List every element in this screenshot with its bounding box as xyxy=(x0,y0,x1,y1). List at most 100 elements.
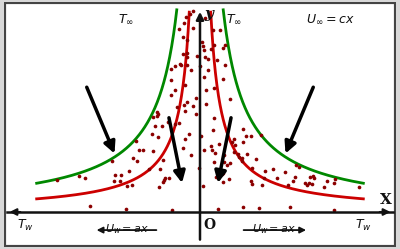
Point xyxy=(209,148,215,152)
Point xyxy=(183,15,190,19)
Text: $T_{\infty}$: $T_{\infty}$ xyxy=(118,13,134,26)
Point xyxy=(117,179,124,183)
Point xyxy=(290,179,296,183)
Point xyxy=(188,153,194,157)
Point xyxy=(123,207,130,211)
Point xyxy=(180,52,186,56)
Point xyxy=(180,104,187,108)
Point xyxy=(220,171,226,175)
Point xyxy=(231,137,238,141)
Point xyxy=(160,180,167,184)
Point xyxy=(186,132,192,136)
Point xyxy=(187,68,194,72)
Point xyxy=(159,124,165,128)
Point xyxy=(197,64,204,68)
Point xyxy=(292,175,298,179)
Point xyxy=(205,68,211,72)
Point xyxy=(215,207,222,211)
Point xyxy=(201,75,207,79)
Text: $T_w$: $T_w$ xyxy=(355,218,372,233)
Point xyxy=(269,167,276,171)
Point xyxy=(202,16,208,20)
Point xyxy=(161,178,167,182)
Point xyxy=(154,110,160,114)
Point xyxy=(258,133,264,137)
Text: X: X xyxy=(380,193,392,207)
Point xyxy=(151,124,158,128)
Point xyxy=(184,100,190,104)
Point xyxy=(182,109,188,113)
Point xyxy=(256,206,262,210)
Text: $T_w$: $T_w$ xyxy=(17,218,34,233)
Point xyxy=(172,88,178,92)
Point xyxy=(148,132,155,136)
Point xyxy=(321,185,327,189)
Point xyxy=(183,38,190,42)
Point xyxy=(184,56,190,60)
Point xyxy=(162,176,168,180)
Point xyxy=(169,208,175,212)
Point xyxy=(220,180,226,184)
Point xyxy=(244,151,250,155)
Point xyxy=(248,133,255,137)
Point xyxy=(286,205,293,209)
Point xyxy=(176,121,182,125)
Text: $U_{\infty} = cx$: $U_{\infty} = cx$ xyxy=(306,13,355,26)
Point xyxy=(200,185,206,188)
Point xyxy=(140,148,146,152)
Point xyxy=(200,148,207,152)
Point xyxy=(213,175,220,179)
Point xyxy=(160,158,166,162)
Point xyxy=(282,170,288,174)
Point xyxy=(308,182,315,186)
Point xyxy=(129,183,135,187)
Point xyxy=(208,47,214,51)
Point xyxy=(109,159,115,163)
Point xyxy=(239,159,246,163)
Point xyxy=(155,112,162,116)
Point xyxy=(239,156,245,160)
Point xyxy=(218,172,225,176)
Point xyxy=(227,161,234,165)
Point xyxy=(168,93,174,97)
Point xyxy=(168,78,175,82)
Point xyxy=(211,43,217,47)
Point xyxy=(200,44,206,48)
Point xyxy=(211,116,217,120)
Point xyxy=(217,28,223,32)
Point xyxy=(252,157,259,161)
Point xyxy=(82,176,89,180)
Point xyxy=(124,184,130,188)
Point xyxy=(240,205,246,209)
Point xyxy=(189,104,196,108)
Point xyxy=(180,146,186,150)
Point xyxy=(296,165,302,169)
Point xyxy=(212,151,218,155)
Point xyxy=(214,58,221,62)
Point xyxy=(210,28,216,32)
Point xyxy=(239,127,246,131)
Point xyxy=(248,179,254,183)
Point xyxy=(222,43,228,47)
Point xyxy=(204,57,211,61)
Point xyxy=(110,179,117,183)
Point xyxy=(243,134,249,138)
Point xyxy=(302,181,308,185)
Point xyxy=(210,85,217,89)
Point xyxy=(220,46,226,50)
Point xyxy=(202,55,208,59)
Point xyxy=(324,179,330,183)
Point xyxy=(248,166,255,170)
Point xyxy=(220,153,227,157)
Point xyxy=(208,144,215,148)
Point xyxy=(157,167,164,171)
Point xyxy=(203,88,209,92)
Point xyxy=(198,40,205,44)
Point xyxy=(198,134,204,138)
Text: $U_w = ax$: $U_w = ax$ xyxy=(252,222,296,236)
Point xyxy=(227,97,234,101)
Point xyxy=(274,176,281,180)
Point xyxy=(87,204,94,208)
Point xyxy=(174,105,181,109)
Point xyxy=(180,35,186,39)
